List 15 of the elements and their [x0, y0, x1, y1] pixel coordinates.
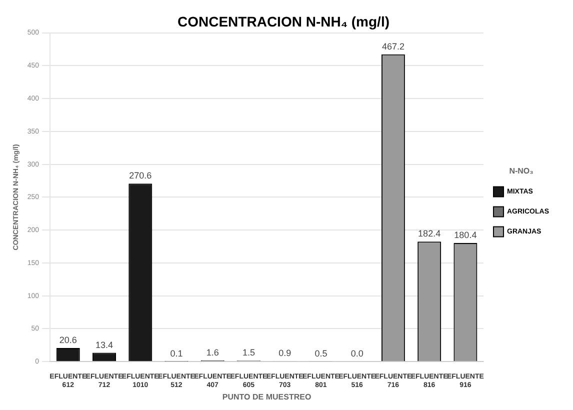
data-label: 1.6	[206, 348, 219, 358]
data-label: 467.2	[382, 41, 404, 52]
chart-title: CONCENTRACION N-NH₄ (mg/l)	[178, 13, 390, 30]
data-label: 182.4	[418, 228, 441, 239]
data-label: 0.1	[170, 348, 183, 359]
data-label: 1.5	[242, 348, 255, 358]
data-label: 180.4	[454, 230, 477, 240]
data-label: 0.0	[350, 348, 364, 359]
x-axis-title: PUNTO DE MUESTREO	[222, 392, 312, 402]
data-label: 13.4	[95, 340, 114, 350]
data-label: 270.6	[129, 170, 152, 181]
data-label: 0.9	[278, 348, 292, 358]
data-label: 0.5	[314, 348, 328, 358]
legend-title: N-NO₃	[509, 166, 534, 176]
data-label: 20.6	[59, 335, 77, 346]
